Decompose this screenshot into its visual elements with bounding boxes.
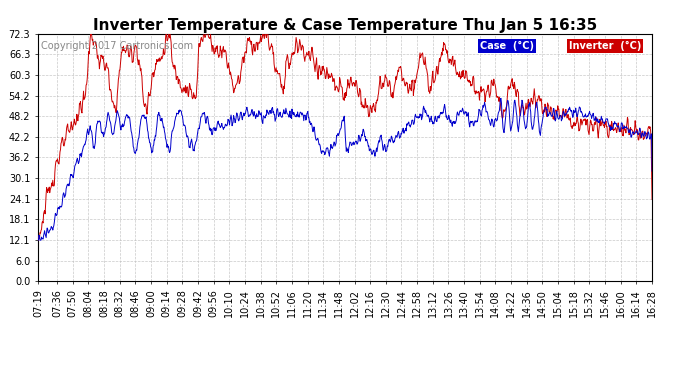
- Text: Case  (°C): Case (°C): [480, 41, 534, 51]
- Title: Inverter Temperature & Case Temperature Thu Jan 5 16:35: Inverter Temperature & Case Temperature …: [93, 18, 597, 33]
- Text: Inverter  (°C): Inverter (°C): [569, 41, 642, 51]
- Text: Copyright 2017 Cartronics.com: Copyright 2017 Cartronics.com: [41, 41, 193, 51]
